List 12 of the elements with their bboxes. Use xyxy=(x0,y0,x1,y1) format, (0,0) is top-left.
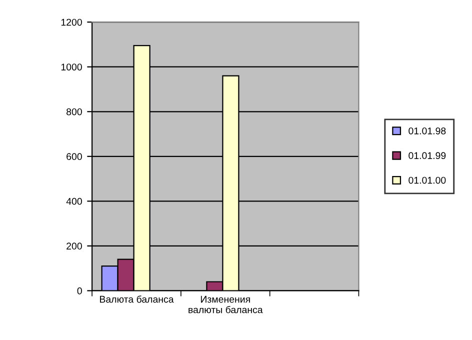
legend-label: 01.01.98 xyxy=(408,127,446,134)
y-tick-label: 800 xyxy=(66,108,82,116)
x-tick-label: Изменения валюты баланса xyxy=(188,296,263,314)
y-tick-label: 400 xyxy=(66,198,82,205)
y-tick-label: 0 xyxy=(77,287,82,294)
y-tick-label: 1000 xyxy=(61,64,82,70)
y-tick-label: 1200 xyxy=(61,18,82,26)
y-tick-label: 600 xyxy=(66,153,82,160)
y-tick-label: 200 xyxy=(66,242,82,250)
legend-label: 01.01.99 xyxy=(408,152,446,160)
x-tick-label: Валюта баланса xyxy=(100,295,174,303)
legend-label: 01.01.00 xyxy=(408,176,446,184)
